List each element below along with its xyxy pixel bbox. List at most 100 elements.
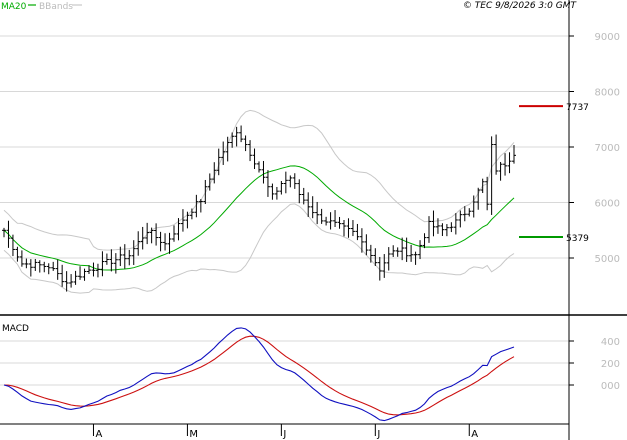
ohlc-bar bbox=[239, 125, 244, 143]
ohlc-bar bbox=[297, 179, 302, 204]
ohlc-bar bbox=[274, 186, 279, 200]
ohlc-bar bbox=[449, 222, 454, 233]
ohlc-bar bbox=[64, 271, 69, 292]
ohlc-bar bbox=[212, 162, 217, 184]
ohlc-bar bbox=[145, 222, 150, 245]
ohlc-bar bbox=[337, 216, 342, 229]
ohlc-bar bbox=[15, 246, 20, 262]
price-grid bbox=[0, 35, 569, 259]
ohlc-bar bbox=[328, 212, 333, 230]
ohlc-bar bbox=[288, 175, 293, 188]
x-month-label: M bbox=[189, 429, 198, 440]
x-month-label: J bbox=[282, 429, 286, 440]
ohlc-bar bbox=[391, 245, 396, 257]
ohlc-bar bbox=[216, 148, 221, 176]
macd-signal-line bbox=[3, 335, 515, 416]
ohlc-bar bbox=[172, 225, 176, 242]
ohlc-bar bbox=[346, 218, 351, 238]
ohlc-bar bbox=[458, 210, 463, 228]
ohlc-bar bbox=[185, 211, 190, 229]
ohlc-bar bbox=[221, 141, 226, 165]
macd-grid bbox=[0, 340, 569, 386]
ohlc-bar bbox=[440, 223, 445, 236]
ohlc-bar bbox=[453, 213, 458, 235]
bbands-legend-label: BBands bbox=[39, 2, 73, 12]
ohlc-bar bbox=[82, 268, 87, 281]
ohlc-bar bbox=[194, 194, 199, 218]
x-month-label: A bbox=[95, 429, 102, 440]
price-y-tick-label: 6000 bbox=[595, 199, 620, 210]
ohlc-bar bbox=[163, 233, 168, 251]
macd-y-tick-label: 400 bbox=[601, 337, 620, 348]
ohlc-bar bbox=[467, 208, 472, 217]
ohlc-bar bbox=[243, 135, 248, 152]
ohlc-bar bbox=[279, 180, 284, 195]
price-levels: 7737 5379 bbox=[519, 103, 589, 244]
ohlc-bar bbox=[503, 153, 508, 176]
ohlc-bar bbox=[404, 237, 409, 262]
x-month-label: A bbox=[471, 429, 478, 440]
level-label: 7737 bbox=[566, 103, 589, 113]
ohlc-bar bbox=[413, 251, 418, 265]
ohlc-bar bbox=[189, 208, 194, 220]
ohlc-bar bbox=[95, 263, 100, 278]
ohlc-bar bbox=[60, 264, 65, 287]
ohlc-bar bbox=[113, 253, 118, 274]
ohlc-bar bbox=[10, 234, 15, 257]
price-y-axis: 9000 8000 7000 6000 5000 bbox=[569, 32, 620, 265]
ohlc-bar bbox=[512, 145, 516, 164]
ohlc-bar bbox=[400, 237, 405, 261]
bband-lower bbox=[3, 203, 515, 294]
ohlc-bar bbox=[292, 173, 297, 189]
ohlc-bar bbox=[198, 199, 203, 213]
ohlc-bar bbox=[364, 234, 369, 256]
x-month-label: J bbox=[376, 429, 380, 440]
price-bars bbox=[2, 125, 516, 292]
ohlc-bar bbox=[158, 231, 163, 252]
ohlc-bar bbox=[310, 196, 315, 219]
ohlc-bar bbox=[136, 231, 141, 256]
ohlc-bar bbox=[386, 247, 391, 271]
ohlc-bar bbox=[104, 253, 109, 265]
ohlc-bar bbox=[444, 224, 449, 237]
ohlc-bar bbox=[270, 183, 275, 200]
ma20-path bbox=[3, 165, 515, 271]
ohlc-bar bbox=[333, 210, 338, 227]
price-y-tick-label: 7000 bbox=[595, 143, 620, 154]
ohlc-bar bbox=[306, 192, 311, 217]
ohlc-bar bbox=[55, 259, 60, 280]
ohlc-bar bbox=[315, 201, 320, 225]
ohlc-bar bbox=[418, 240, 423, 260]
price-y-tick-label: 8000 bbox=[595, 88, 620, 99]
ohlc-bar bbox=[435, 218, 440, 234]
ohlc-bar bbox=[51, 261, 56, 271]
macd-y-tick-label: 200 bbox=[601, 359, 620, 370]
macd-title: MACD bbox=[2, 324, 29, 334]
ohlc-bar bbox=[78, 266, 83, 280]
macd-y-axis: 400 200 000 bbox=[569, 337, 620, 392]
ohlc-bar bbox=[395, 247, 400, 257]
ohlc-bar bbox=[359, 228, 364, 253]
ohlc-bar bbox=[507, 152, 512, 174]
ohlc-bar bbox=[100, 251, 105, 277]
ohlc-bar bbox=[485, 176, 490, 211]
ohlc-bar bbox=[131, 240, 136, 265]
ohlc-bar bbox=[324, 216, 329, 226]
ohlc-bar bbox=[203, 179, 208, 204]
ohlc-bar bbox=[368, 244, 373, 263]
ohlc-bar bbox=[377, 256, 382, 281]
ohlc-bar bbox=[2, 227, 6, 238]
ohlc-bar bbox=[431, 210, 436, 237]
ohlc-bar bbox=[462, 206, 467, 222]
ohlc-bar bbox=[33, 258, 38, 271]
macd-lines bbox=[3, 327, 515, 422]
ohlc-bar bbox=[91, 262, 96, 277]
ohlc-bar bbox=[319, 208, 324, 224]
ohlc-bar bbox=[342, 220, 346, 237]
ohlc-bar bbox=[28, 259, 33, 277]
price-y-tick-label: 9000 bbox=[595, 32, 620, 43]
ohlc-bar bbox=[19, 250, 24, 267]
price-y-tick-label: 5000 bbox=[595, 254, 620, 265]
ohlc-bar bbox=[355, 223, 360, 241]
